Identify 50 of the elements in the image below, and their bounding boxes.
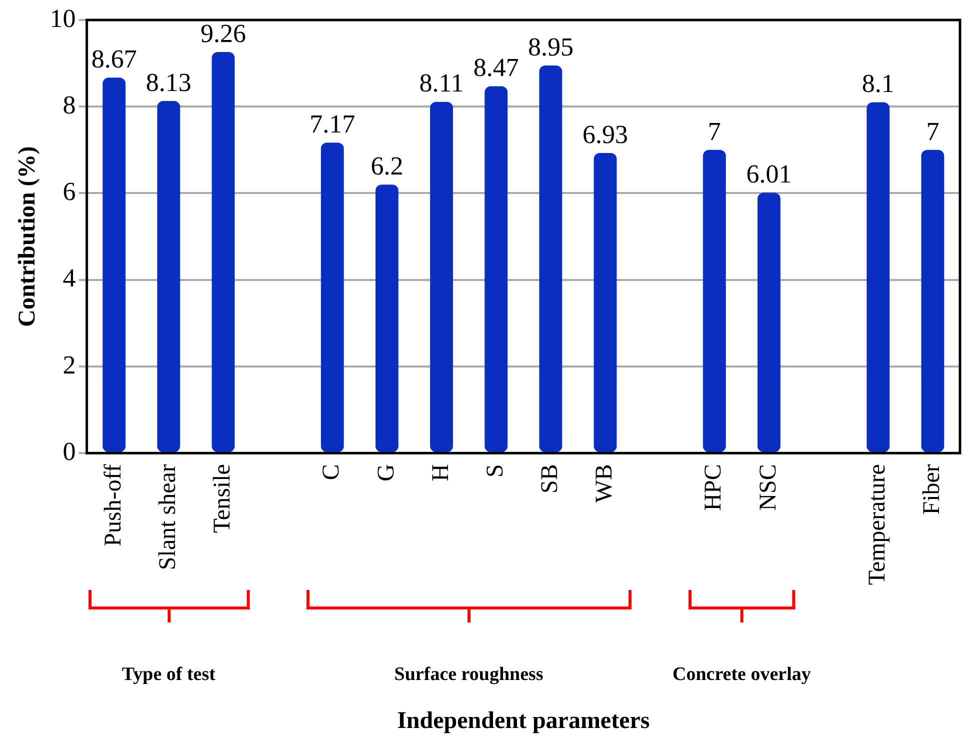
bar: [376, 184, 398, 452]
y-tick-label: 8: [62, 90, 76, 120]
bar: [594, 152, 617, 452]
x-tick-label: NSC: [755, 464, 782, 511]
bar: [866, 102, 890, 452]
bar: [758, 192, 780, 452]
data-label: 8.47: [473, 53, 519, 82]
x-tick-label: HPC: [700, 464, 727, 511]
data-label: 8.13: [146, 68, 192, 97]
y-tick-label: 6: [62, 177, 76, 206]
x-tick-label: Temperature: [864, 464, 890, 586]
x-tick-label: H: [428, 464, 454, 482]
bar: [484, 86, 508, 452]
data-label: 7: [708, 116, 721, 146]
bar: [212, 52, 235, 452]
x-tick-label: G: [373, 464, 400, 482]
y-tick-label: 0: [62, 436, 76, 466]
bar: [430, 102, 453, 452]
y-tick-label: 10: [50, 4, 76, 33]
x-tick-label: WB: [592, 464, 618, 503]
x-tick-label: Fiber: [919, 464, 946, 515]
bar: [102, 78, 126, 452]
data-label: 6.2: [370, 151, 404, 180]
data-label: 7.17: [310, 109, 356, 138]
data-label: 8.95: [528, 32, 574, 62]
data-label: 8.11: [419, 68, 464, 98]
x-tick-label: S: [482, 464, 508, 478]
bar: [702, 150, 726, 452]
data-label: 8.67: [91, 44, 137, 74]
x-tick-label: Push-off: [100, 464, 126, 546]
data-label: 6.93: [582, 120, 628, 149]
y-tick-label: 4: [62, 264, 76, 293]
data-label: 6.01: [746, 160, 792, 189]
data-label: 7: [926, 116, 940, 146]
x-tick-label: SB: [536, 464, 563, 494]
data-label: 8.1: [862, 69, 894, 98]
bar: [539, 65, 562, 452]
text: Surface roughness: [394, 664, 544, 686]
bar: [320, 142, 344, 452]
text: Concrete overlay: [672, 664, 811, 686]
bar: [157, 100, 180, 452]
y-tick-label: 2: [62, 350, 76, 380]
text: Type of test: [122, 664, 216, 686]
x-tick-label: C: [318, 464, 345, 480]
x-tick-label: Tensile: [210, 464, 236, 534]
text: Independent parameters: [397, 708, 650, 735]
y-axis-title: Contribution (%): [14, 146, 41, 327]
data-label: 9.26: [200, 18, 246, 48]
bar: [921, 150, 944, 452]
x-tick-label: Slant shear: [154, 464, 181, 570]
